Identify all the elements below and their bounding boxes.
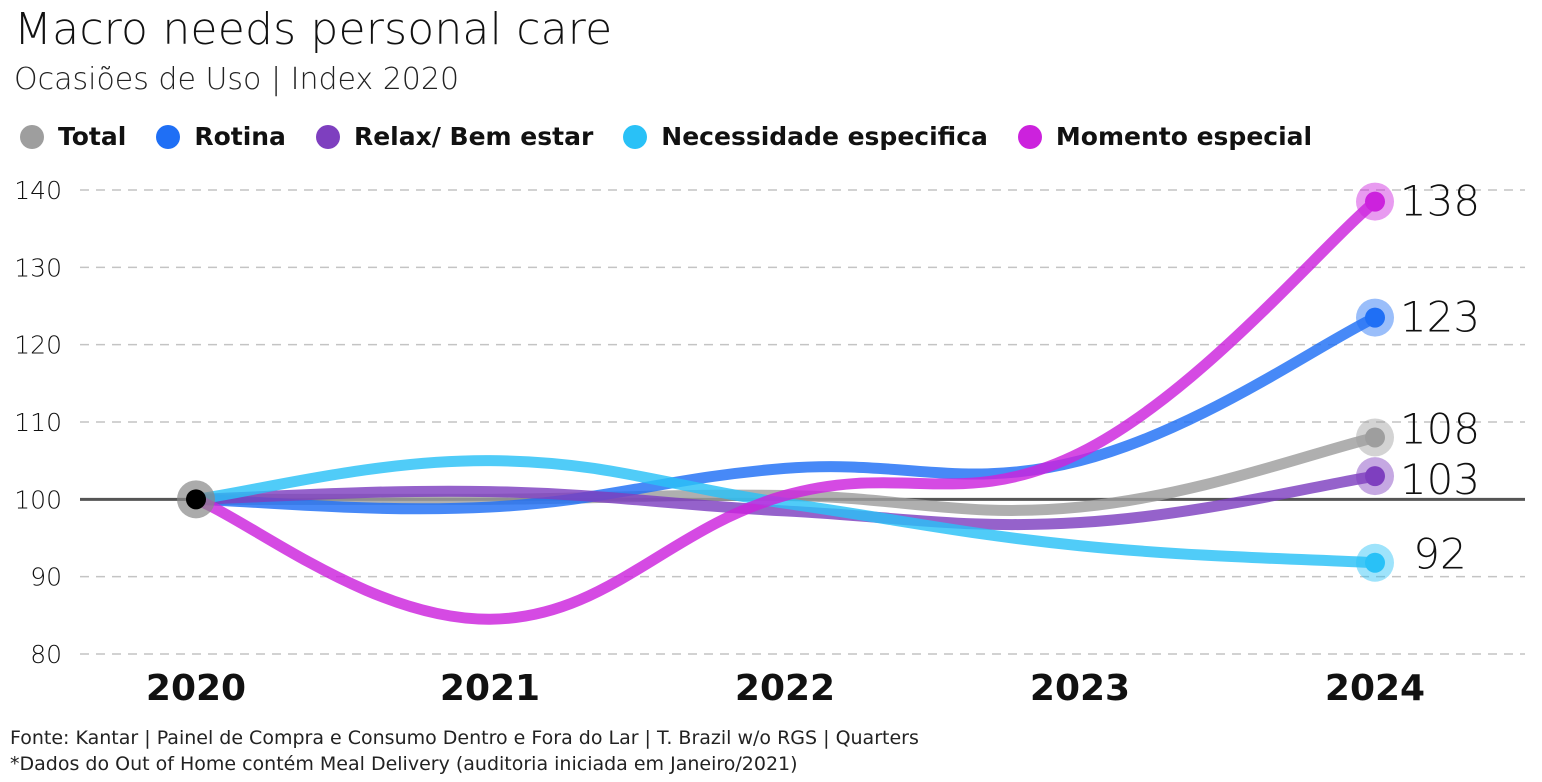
y-tick-label: 140: [14, 176, 62, 205]
end-value-label-rotina: 123: [1400, 293, 1480, 342]
end-marker-relax-bem-estar: [1365, 466, 1385, 487]
footnote: *Dados do Out of Home contém Meal Delive…: [10, 753, 798, 775]
legend-label: Relax/ Bem estar: [353, 122, 594, 151]
legend-marker: [156, 124, 181, 149]
end-marker-total: [1365, 427, 1385, 448]
legend-marker: [623, 124, 648, 149]
legend-label: Total: [58, 122, 127, 151]
series-line-relax-bem-estar: [190, 470, 1381, 531]
x-tick-label: 2024: [1325, 668, 1425, 709]
legend-item-necessidade-especifica: Necessidade especifica: [623, 122, 988, 151]
series-line-momento-especial: [190, 196, 1381, 625]
series-line-necessidade-especifica: [190, 455, 1381, 569]
end-marker-necessidade-especifica: [1365, 552, 1385, 573]
line-chart: 80 90 100 110 120 130 140 2020 2021 2022 2023 2024 1…: [14, 176, 1525, 709]
source-note: Fonte: Kantar | Painel de Compra e Consu…: [10, 727, 919, 749]
legend-label: Momento especial: [1055, 122, 1313, 151]
x-tick-label: 2023: [1030, 668, 1130, 709]
legend-marker: [20, 124, 44, 149]
legend-label: Necessidade especifica: [661, 122, 988, 151]
chart-subtitle: Ocasiões de Uso | Index 2020: [14, 62, 460, 97]
legend: Total Rotina Relax/ Bem estar Necessidade e…: [20, 122, 1312, 151]
end-marker-rotina: [1365, 307, 1385, 328]
end-value-label-relax-bem-estar: 103: [1400, 455, 1480, 504]
legend-item-momento-especial: Momento especial: [1017, 122, 1313, 151]
x-tick-label: 2022: [735, 668, 835, 709]
y-tick-label: 110: [14, 408, 62, 437]
chart-title: Macro needs personal care: [14, 4, 613, 55]
y-tick-label: 130: [14, 253, 62, 282]
legend-marker: [1017, 124, 1042, 149]
legend-label: Rotina: [194, 122, 286, 151]
legend-item-total: Total: [20, 122, 126, 151]
end-value-label-necessidade-especifica: 92: [1413, 530, 1466, 579]
y-tick-label: 100: [14, 485, 62, 514]
y-tick-label: 80: [30, 640, 62, 669]
end-value-label-total: 108: [1400, 404, 1480, 453]
legend-item-rotina: Rotina: [156, 122, 286, 151]
end-value-label-momento-especial: 138: [1400, 177, 1480, 226]
series-line-rotina: [190, 312, 1381, 515]
end-marker-momento-especial: [1365, 191, 1385, 212]
x-tick-label: 2020: [146, 668, 246, 709]
start-marker: [186, 489, 206, 510]
y-tick-label: 120: [14, 331, 62, 360]
x-tick-label: 2021: [440, 668, 540, 709]
legend-item-relax-bem-estar: Relax/ Bem estar: [315, 122, 594, 151]
legend-marker: [315, 124, 340, 149]
y-tick-label: 90: [30, 563, 62, 592]
